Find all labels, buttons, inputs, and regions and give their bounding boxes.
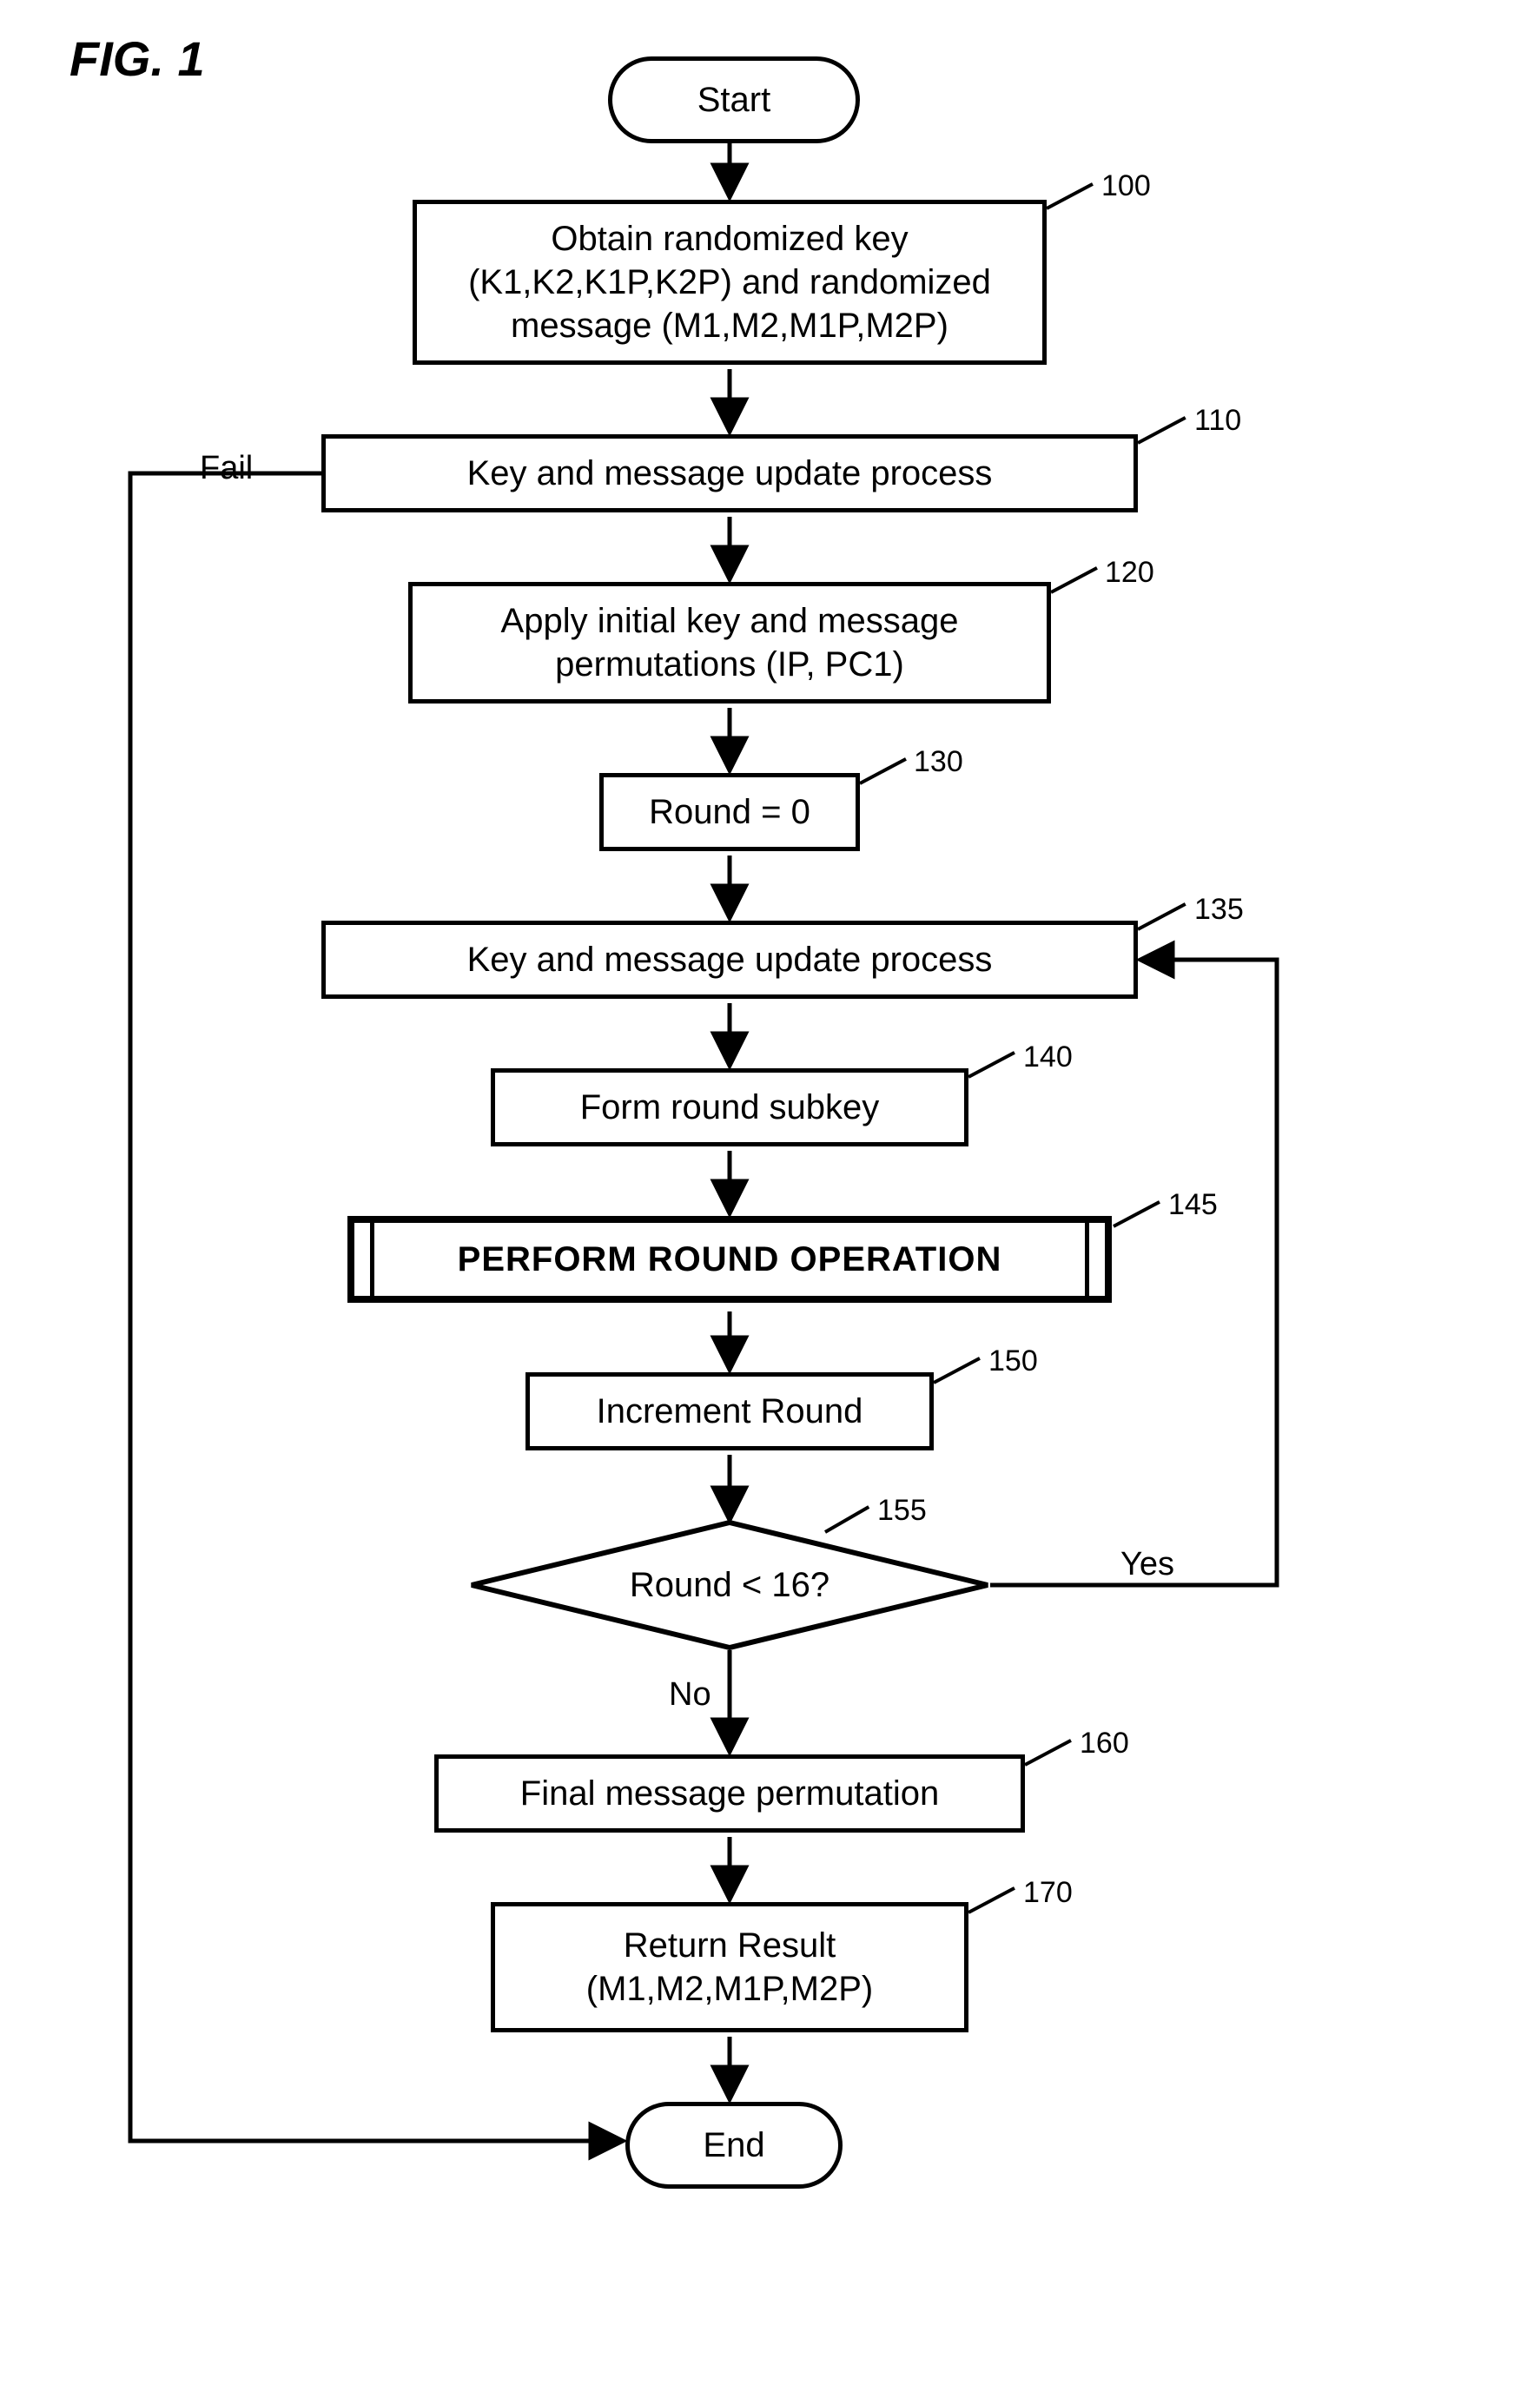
flowchart-canvas: FIG. 1 Start Obtain randomized key (K1,K… (0, 0, 1540, 2398)
edges-svg (0, 0, 1540, 2398)
